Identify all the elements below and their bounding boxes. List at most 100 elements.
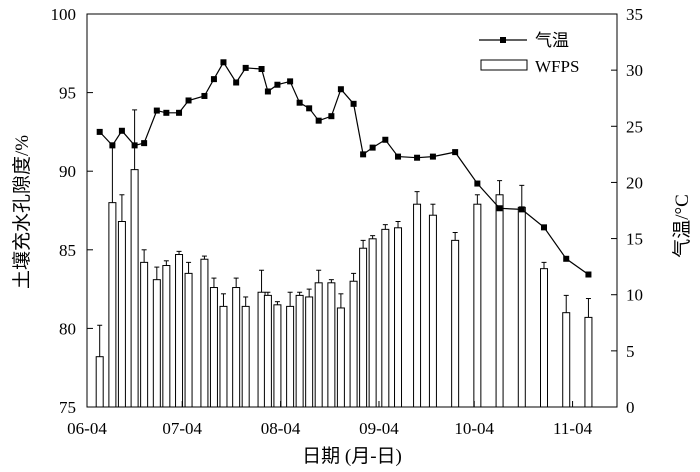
legend-label-temperature: 气温 [535, 31, 569, 50]
temperature-point-11 [210, 76, 217, 83]
wfps-bar-31 [451, 239, 460, 408]
wfps-error-bar-22 [328, 279, 334, 283]
wfps-error-bar-32 [474, 194, 480, 205]
wfps-bar-26 [368, 238, 377, 408]
temperature-point-36 [563, 255, 570, 262]
temperature-point-29 [414, 154, 421, 161]
wfps-error-bar-3 [119, 194, 125, 222]
y-tick-label-right-30: 30 [626, 61, 643, 80]
wfps-error-bar-25 [360, 239, 366, 249]
wfps-error-bar-30 [430, 203, 436, 216]
temperature-point-12 [220, 59, 227, 66]
wfps-error-bar-8 [176, 250, 182, 255]
wfps-error-bar-26 [370, 235, 376, 239]
temperature-point-31 [452, 149, 459, 156]
wfps-error-bar-16 [265, 291, 271, 296]
wfps-bar-25 [359, 247, 368, 408]
wfps-bar-33 [495, 194, 504, 408]
wfps-error-bar-12 [220, 293, 226, 307]
temperature-point-37 [585, 271, 592, 278]
y-tick-label-right-5: 5 [626, 342, 635, 361]
temperature-point-28 [395, 153, 402, 160]
x-tick-label-09-04: 09-04 [359, 419, 399, 438]
temperature-point-3 [118, 127, 125, 134]
temperature-point-18 [287, 78, 294, 85]
y-tick-label-left-80: 80 [59, 319, 76, 338]
left-y-axis: 75 80 85 90 95 100 [51, 5, 93, 417]
temperature-point-15 [258, 66, 265, 73]
wfps-bar-36 [562, 312, 571, 408]
wfps-bar-4 [130, 169, 139, 408]
wfps-bar-28 [394, 227, 403, 408]
wfps-error-bar-1 [97, 324, 103, 357]
temperature-point-22 [328, 113, 335, 120]
wfps-bar-8 [175, 254, 184, 408]
wfps-error-bar-4 [132, 109, 138, 170]
wfps-bar-13 [232, 287, 241, 408]
temperature-point-27 [382, 136, 389, 143]
wfps-error-bar-36 [563, 294, 569, 313]
wfps-bar-20 [305, 296, 314, 408]
wfps-error-bar-21 [316, 269, 322, 283]
temperature-point-35 [541, 224, 548, 231]
wfps-bar-37 [584, 316, 593, 408]
temperature-point-2 [109, 142, 116, 149]
wfps-bar-5 [140, 261, 149, 408]
temperature-point-19 [296, 99, 303, 106]
wfps-error-bar-5 [141, 249, 147, 263]
wfps-bar-32 [473, 203, 482, 408]
temperature-point-30 [429, 153, 436, 160]
temperature-point-13 [233, 79, 240, 86]
temperature-point-34 [518, 206, 525, 213]
legend: 气温 WFPS [479, 31, 579, 76]
wfps-bar-23 [336, 307, 345, 408]
temperature-point-5 [141, 140, 148, 147]
wfps-bar-34 [517, 206, 526, 408]
wfps-error-bar-34 [519, 184, 525, 208]
wfps-error-bar-19 [297, 291, 303, 296]
y-tick-label-right-35: 35 [626, 5, 643, 24]
temperature-point-33 [496, 205, 503, 212]
x-tick-label-08-04: 08-04 [261, 419, 301, 438]
temperature-point-20 [306, 105, 313, 112]
wfps-error-bar-7 [163, 260, 169, 266]
wfps-bar-24 [349, 280, 358, 408]
y-tick-label-left-75: 75 [59, 398, 76, 417]
x-tick-label-07-04: 07-04 [162, 419, 202, 438]
wfps-error-bar-24 [351, 272, 357, 282]
temperature-point-14 [242, 64, 249, 71]
wfps-error-bar-31 [452, 232, 458, 241]
wfps-error-bar-9 [186, 261, 192, 274]
wfps-error-bar-10 [201, 255, 207, 260]
temperature-point-8 [176, 109, 183, 116]
y-tick-label-left-95: 95 [59, 84, 76, 103]
temperature-point-1 [96, 128, 103, 135]
wfps-error-bar-28 [395, 221, 401, 228]
wfps-error-bar-11 [211, 277, 217, 288]
temperature-point-16 [264, 88, 271, 95]
y-tick-label-right-15: 15 [626, 230, 643, 249]
temperature-point-23 [337, 86, 344, 93]
wfps-bar-30 [428, 214, 437, 408]
wfps-error-bar-18 [287, 291, 293, 307]
y-axis-title-right: 气温/°C [671, 194, 693, 258]
wfps-bar-16 [263, 294, 272, 408]
temperature-point-7 [163, 109, 170, 116]
wfps-bar-1 [95, 356, 104, 408]
wfps-bar-10 [200, 258, 209, 408]
y-tick-label-left-85: 85 [59, 241, 76, 260]
legend-label-wfps: WFPS [535, 57, 579, 76]
wfps-error-bar-6 [154, 266, 160, 280]
wfps-error-bar-14 [243, 296, 249, 307]
temperature-point-26 [369, 144, 376, 151]
wfps-error-bars-group [97, 109, 591, 357]
temperature-point-9 [185, 97, 192, 104]
temperature-point-17 [274, 81, 281, 88]
x-axis: 06-04 07-04 08-04 09-04 10-04 11-04 [67, 401, 593, 438]
temperature-point-10 [201, 92, 208, 99]
y-tick-label-right-10: 10 [626, 286, 643, 305]
y-axis-title-left: 土壤充水孔隙度/% [11, 135, 33, 289]
y-tick-label-right-20: 20 [626, 173, 643, 192]
wfps-bar-3 [117, 221, 126, 408]
